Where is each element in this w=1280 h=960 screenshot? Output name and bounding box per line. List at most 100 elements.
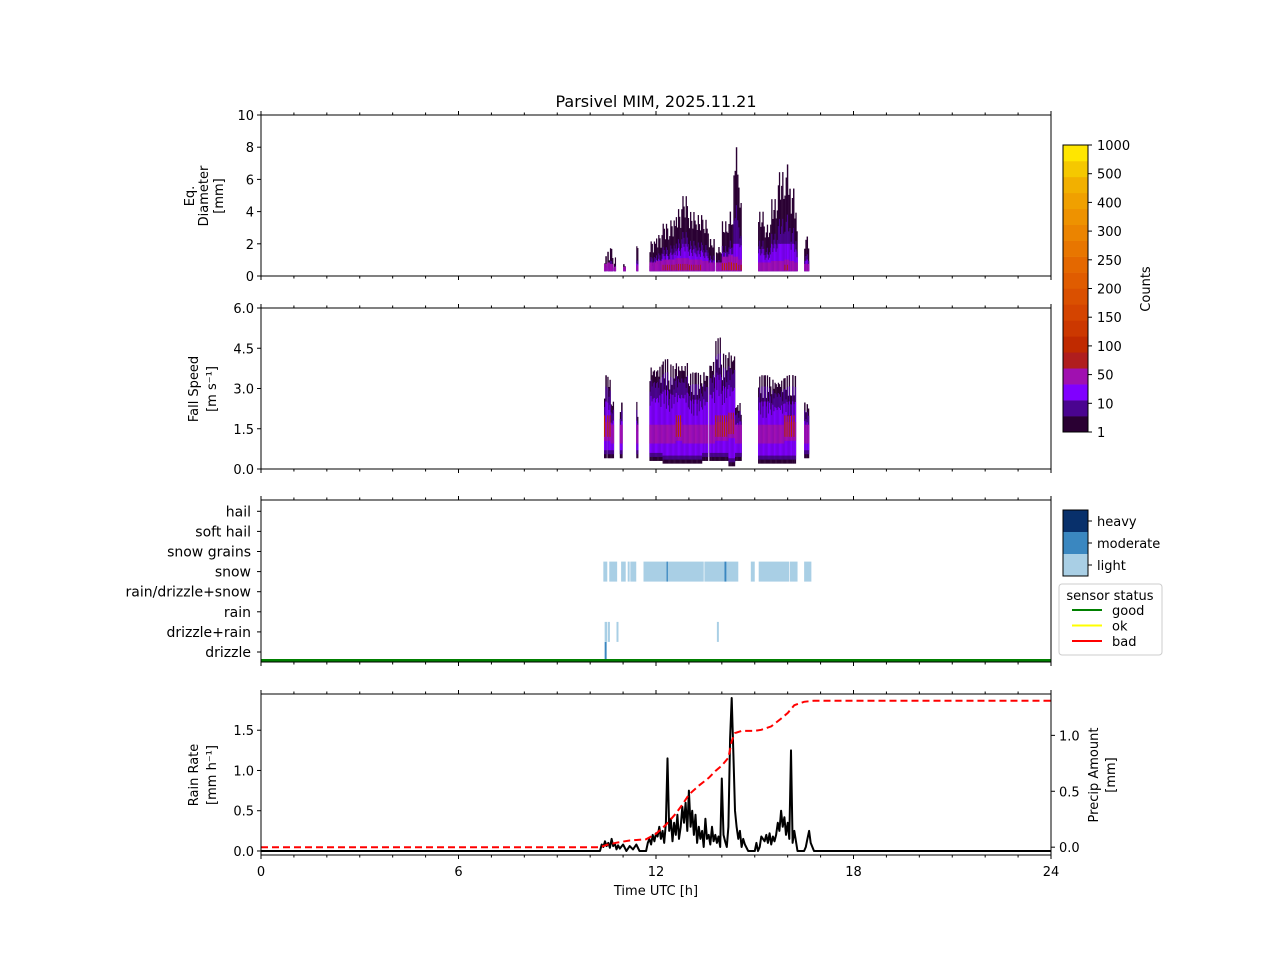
fall-speed-cell [787, 422, 789, 441]
x-tick-label: 12 [648, 865, 665, 880]
fall-speed-cell [729, 419, 731, 439]
diameter-cell [659, 261, 661, 272]
precip-type-label: hail [226, 504, 251, 520]
colorbar-cell [1063, 352, 1088, 369]
diameter-cell [705, 261, 707, 272]
fall-speed-cell [636, 424, 638, 444]
diameter-cell [722, 256, 725, 272]
diameter-cell [775, 261, 777, 272]
fall-speed-cell [653, 424, 656, 444]
fall-speed-cell [637, 424, 639, 444]
fall-speed-cell [774, 424, 776, 444]
diameter-cell [782, 261, 784, 272]
diameter-cell [785, 243, 788, 272]
precip-type-cell [804, 561, 812, 582]
fall-speed-cell [712, 424, 715, 444]
diameter-cell [781, 243, 783, 272]
fall-speed-cell [724, 415, 726, 437]
diameter-cell [658, 261, 660, 272]
diameter-cell [711, 245, 713, 272]
diameter-cell [765, 262, 768, 272]
fall-speed-cell [786, 415, 788, 437]
diameter-cell [709, 262, 712, 272]
x-tick-label: 18 [845, 865, 862, 880]
diameter-cell [764, 237, 766, 272]
fall-speed-cell [666, 389, 669, 456]
diameter-cell [783, 243, 785, 272]
diameter-cell [682, 243, 684, 272]
diameter-cell [685, 258, 687, 272]
colorbar-label: Counts [1139, 266, 1154, 312]
diameter-cell [660, 261, 662, 272]
diameter-ylabel-1: Eq. [183, 186, 198, 207]
diameter-cell [777, 243, 780, 272]
diameter-cell [794, 251, 796, 272]
counts-colorbar: 1 10 50 100 150 200 250 300 400 500 1000 Counts [1062, 139, 1154, 441]
colorbar-cell [1063, 145, 1088, 162]
diameter-cell [790, 249, 792, 272]
diameter-cell [700, 259, 703, 272]
legend-label-ok: ok [1112, 620, 1128, 635]
diameter-cell [728, 262, 730, 271]
intensity-cell-heavy [1063, 510, 1088, 532]
fall-speed-cell [764, 424, 766, 444]
diameter-cell [698, 259, 701, 272]
diameter-cell [761, 262, 763, 272]
diameter-cell [652, 252, 655, 272]
diameter-cell [681, 258, 683, 272]
diameter-cell [783, 261, 785, 272]
fall-speed-cell [672, 424, 674, 444]
precip-type-cell [666, 561, 669, 582]
diameter-cell [784, 243, 786, 272]
fall-speed-cell [782, 424, 784, 444]
diameter-cell [694, 259, 696, 272]
precip-type-cell [630, 561, 637, 582]
diameter-cell [765, 232, 768, 272]
fall-speed-ylabel-1: Fall Speed [187, 356, 202, 422]
fall-speed-cell [695, 424, 697, 444]
colorbar-tick-label: 400 [1097, 196, 1122, 211]
fall-speed-cell [610, 424, 612, 444]
diameter-cell [672, 259, 674, 272]
diameter-cell [760, 262, 762, 272]
diameter-cell [676, 258, 679, 272]
diameter-cell [785, 259, 788, 272]
fall-speed-cell [717, 374, 719, 453]
fall-speed-cell [688, 424, 691, 444]
diameter-cell [652, 262, 655, 272]
fall-speed-cell [775, 424, 777, 444]
colorbar-tick-label: 500 [1097, 168, 1122, 183]
diameter-cell [636, 265, 638, 272]
diameter-cell [664, 264, 667, 271]
fall-speed-cell [690, 424, 692, 444]
colorbar-cell [1063, 272, 1088, 289]
precip-type-cell [627, 561, 630, 582]
fall-speed-y-tick-label: 3.0 [233, 383, 254, 398]
diameter-cell [758, 253, 760, 272]
diameter-cell [692, 259, 694, 272]
diameter-cell [649, 262, 651, 272]
diameter-cell [791, 243, 794, 272]
fall-speed-cell [793, 415, 795, 437]
diameter-cell [695, 264, 697, 271]
intensity-label: moderate [1097, 537, 1160, 552]
fall-speed-panel: 0.0 1.5 3.0 4.5 6.0 Fall Speed [m s⁻¹] [187, 302, 1052, 478]
diameter-cell [688, 264, 691, 271]
fall-speed-cell [806, 424, 809, 444]
colorbar-tick-label: 50 [1097, 369, 1114, 384]
colorbar-cell [1063, 304, 1088, 321]
diameter-cell [661, 261, 663, 272]
fall-speed-cell [662, 391, 664, 456]
precip-amount-y-tick-label: 1.0 [1059, 729, 1080, 744]
colorbar-cell [1063, 176, 1088, 194]
diameter-cell [758, 262, 760, 272]
precip-type-label: rain/drizzle+snow [126, 585, 251, 601]
diameter-cell [733, 263, 735, 271]
diameter-ylabel-2: Diameter [197, 165, 212, 226]
precip-type-cell [667, 561, 704, 582]
fall-speed-cell [710, 424, 712, 444]
fall-speed-cell [727, 422, 729, 441]
legend-box [1058, 583, 1163, 656]
colorbar-cell [1063, 416, 1088, 433]
diameter-cell [663, 259, 665, 272]
